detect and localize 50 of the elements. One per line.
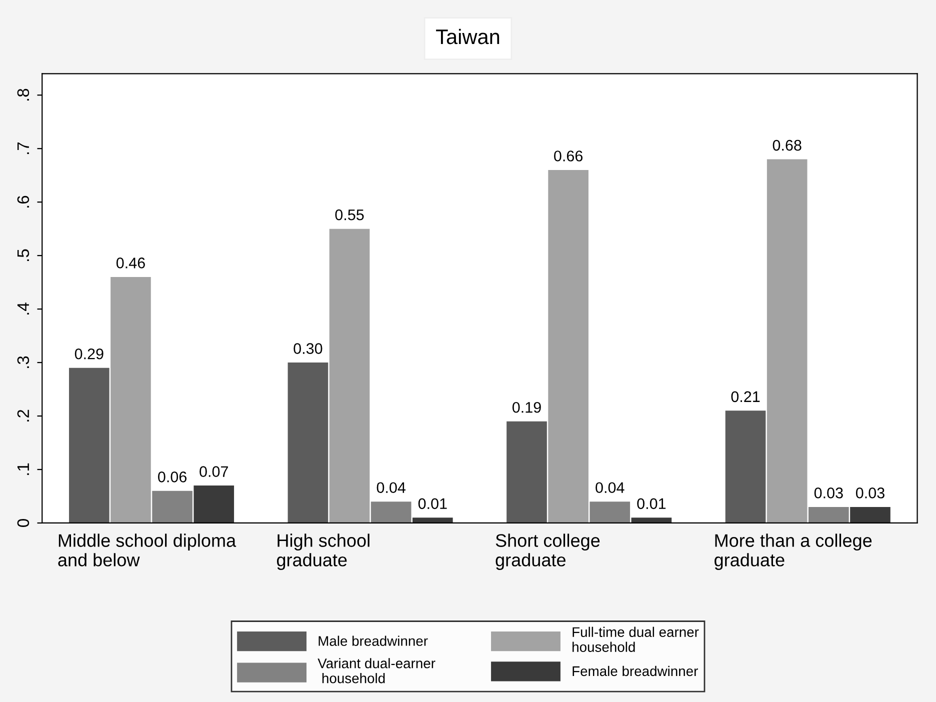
x-tick-label: Short college graduate (496, 534, 600, 570)
legend-label: Male breadwinner (318, 636, 428, 646)
bar (808, 506, 849, 523)
data-label: 0.46 (116, 258, 145, 268)
data-label: 0.66 (554, 150, 583, 162)
data-label: 0.04 (376, 482, 406, 494)
data-label: 0.04 (596, 482, 624, 494)
bar (288, 362, 328, 523)
x-tick-label: More than a college graduate (714, 534, 872, 570)
bar (766, 159, 808, 523)
bar (329, 228, 370, 523)
y-tick-label: .2 (17, 410, 29, 422)
y-tick-label: .1 (17, 463, 29, 475)
bar (152, 490, 192, 523)
bar (69, 368, 110, 523)
chart-title: Taiwan (436, 28, 500, 44)
bar (506, 421, 547, 523)
data-label: 0.07 (200, 466, 228, 477)
bar (850, 506, 890, 523)
y-tick-label: .6 (17, 196, 30, 208)
data-label: 0.21 (731, 391, 760, 402)
bar (725, 410, 766, 523)
data-label: 0.06 (158, 472, 186, 482)
data-label: 0.01 (418, 498, 447, 510)
legend-label: Female breadwinner (572, 666, 698, 676)
data-label: 0.30 (294, 343, 322, 354)
y-tick-label: .3 (17, 356, 30, 368)
bar (631, 518, 672, 523)
legend-label: Variant dual-earner household (318, 658, 436, 684)
y-tick-label: .4 (17, 302, 29, 314)
y-tick-label: .7 (17, 142, 29, 154)
data-label: 0.03 (814, 488, 843, 498)
y-tick-label: 0 (17, 519, 30, 527)
data-label: 0.03 (856, 488, 884, 498)
data-label: 0.01 (637, 498, 666, 510)
legend-label: Full-time dual earner household (572, 626, 699, 652)
bar (110, 276, 151, 523)
bar (370, 502, 412, 523)
bar (194, 486, 234, 523)
data-label: 0.55 (335, 209, 364, 220)
data-label: 0.19 (512, 402, 541, 413)
y-tick-label: .8 (17, 88, 30, 101)
bar (548, 170, 588, 523)
x-tick-label: High school graduate (276, 534, 370, 570)
data-label: 0.68 (772, 140, 802, 151)
bar (590, 502, 630, 523)
y-tick-label: .5 (17, 249, 30, 261)
x-tick-label: Middle school diploma and below (58, 534, 236, 566)
data-label: 0.29 (74, 348, 104, 360)
bar (412, 518, 453, 523)
